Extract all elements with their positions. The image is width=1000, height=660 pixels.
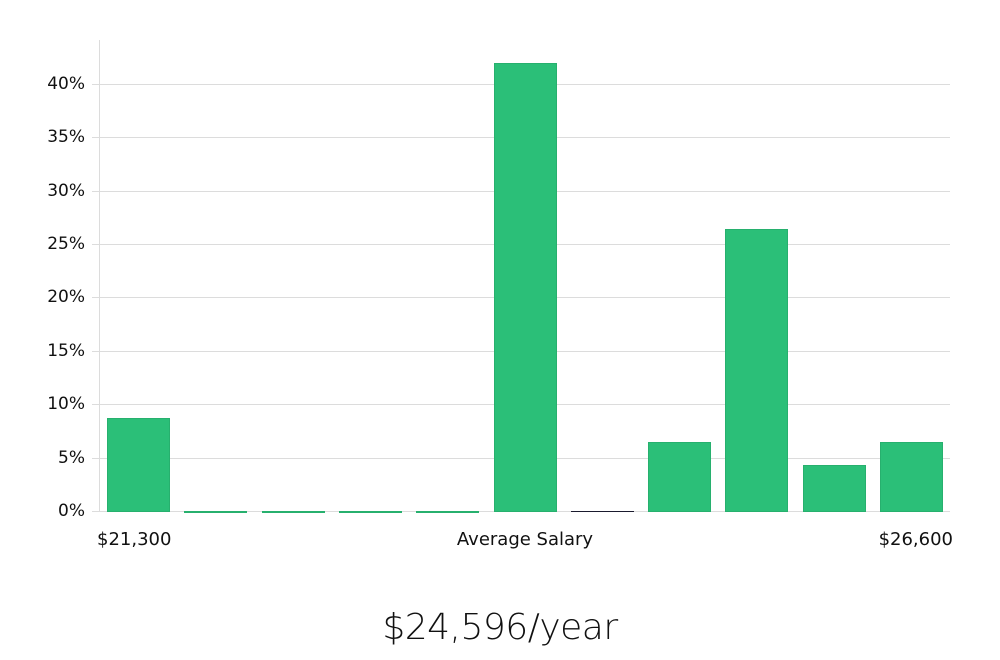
y-tick-label: 35% xyxy=(47,127,85,147)
y-tick-label: 15% xyxy=(47,341,85,361)
y-tick-label: 25% xyxy=(47,234,85,254)
y-tick-label: 5% xyxy=(58,448,85,468)
histogram-bar xyxy=(416,510,479,513)
y-tick-label: 0% xyxy=(58,501,85,521)
y-tick-label: 20% xyxy=(47,287,85,307)
x-max-label: $26,600 xyxy=(878,529,953,550)
histogram-bar xyxy=(339,510,402,513)
histogram-bar xyxy=(803,465,866,512)
histogram-bar xyxy=(184,510,247,513)
salary-histogram: 0% 5% 10% 15% 20% 25% 30% 35% 40% $21,300 Averag… xyxy=(47,40,953,550)
y-tick-label: 10% xyxy=(47,394,85,414)
histogram-bar xyxy=(262,510,325,513)
average-salary-value: $24,596/year xyxy=(382,607,618,648)
y-axis-line xyxy=(99,40,100,512)
y-tick-label: 40% xyxy=(47,74,85,94)
histogram-bar xyxy=(725,228,788,512)
average-marker-bar xyxy=(571,510,634,512)
histogram-bar xyxy=(494,63,557,512)
histogram-bar xyxy=(648,441,711,512)
x-axis-title: Average Salary xyxy=(456,529,594,550)
histogram-bar xyxy=(880,441,943,512)
histogram-bar xyxy=(107,418,170,512)
y-tick-label: 30% xyxy=(47,181,85,201)
x-min-label: $21,300 xyxy=(97,529,172,550)
